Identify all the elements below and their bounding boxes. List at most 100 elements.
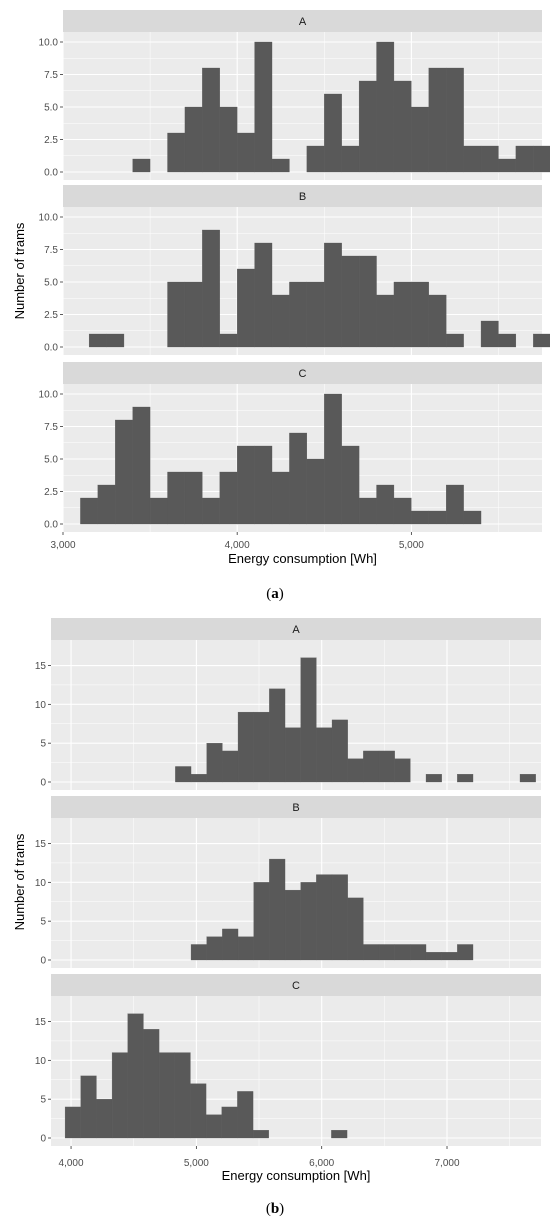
facet-strip-label: B [299, 191, 306, 203]
histogram-bar [347, 758, 364, 783]
histogram-bar [331, 719, 348, 783]
facet-strip-label: A [299, 16, 307, 28]
y-tick-label: 5.0 [44, 103, 58, 114]
histogram-bar [306, 458, 325, 525]
histogram-bar [425, 952, 442, 961]
facet-strip [51, 796, 541, 818]
y-tick-label: 0.0 [44, 168, 58, 179]
histogram-bar [237, 936, 254, 961]
histogram-bar [219, 471, 238, 525]
histogram-bar [271, 294, 290, 348]
histogram-bar [376, 294, 395, 348]
histogram-bar [253, 711, 270, 783]
histogram-bar [237, 1091, 254, 1139]
histogram-bar [190, 774, 207, 783]
histogram-bar [519, 774, 536, 783]
histogram-bar [184, 281, 203, 348]
histogram-bar [316, 874, 333, 961]
histogram-bar [457, 774, 474, 783]
histogram-bar [306, 281, 325, 348]
histogram-bar [222, 928, 239, 961]
histogram-bar [376, 41, 395, 173]
histogram-bar [358, 255, 377, 348]
histogram-bar [132, 406, 151, 525]
facet-b: B 0.0 2.5 5.0 7.5 10.0 [39, 185, 550, 355]
histogram-bar [411, 510, 429, 525]
histogram-bar [237, 445, 255, 525]
y-tick-label: 0 [40, 778, 46, 789]
histogram-bar [111, 1052, 128, 1139]
histogram-bar [446, 333, 464, 348]
histogram-bar [428, 294, 447, 348]
histogram-bar [378, 750, 395, 783]
facet-strip-label: A [292, 624, 300, 636]
histogram-bar [515, 145, 534, 173]
histogram-bar [190, 944, 207, 961]
histogram-bar [254, 41, 273, 173]
histogram-bar [80, 497, 98, 525]
histogram-bar [167, 132, 186, 173]
chart-a: A 0.0 2.5 5.0 7.5 10.0 B 0.0 2.5 5.0 7.5 10.0 C 0.0 2.… [12, 10, 550, 602]
x-tick-label: 5,000 [399, 540, 424, 551]
histogram-bar [376, 484, 395, 525]
histogram-bar [428, 67, 447, 173]
figure-caption: (a) [266, 586, 284, 602]
y-tick-label: 5 [40, 917, 46, 928]
histogram-bar [221, 1106, 238, 1139]
y-tick-label: 5 [40, 739, 46, 750]
histogram-bar [363, 750, 380, 783]
histogram-bar [411, 281, 429, 348]
x-tick-label: 4,000 [59, 1158, 84, 1169]
x-tick-label: 3,000 [50, 540, 75, 551]
histogram-bar [378, 944, 395, 961]
histogram-bar [271, 471, 290, 525]
histogram-bar [269, 858, 286, 961]
histogram-bar [202, 67, 220, 173]
histogram-bar [254, 445, 273, 525]
histogram-bar [149, 497, 168, 525]
histogram-bar [237, 711, 254, 783]
y-tick-label: 5.0 [44, 278, 58, 289]
facet-strip [63, 10, 542, 32]
histogram-bar [300, 657, 317, 783]
histogram-bar [306, 145, 325, 173]
y-tick-label: 10.0 [39, 213, 59, 224]
histogram-bar [64, 1106, 81, 1139]
facet-strip [63, 362, 542, 384]
y-tick-label: 2.5 [44, 135, 58, 146]
y-tick-label: 10 [35, 700, 47, 711]
y-tick-label: 0 [40, 1134, 46, 1145]
histogram-bar [341, 145, 360, 173]
histogram-bar [446, 484, 464, 525]
x-tick-label: 5,000 [184, 1158, 209, 1169]
histogram-bar [411, 106, 429, 173]
histogram-bar [428, 510, 447, 525]
histogram-bar [127, 1013, 144, 1139]
y-tick-label: 10 [35, 878, 47, 889]
histogram-bar [271, 158, 290, 173]
y-tick-label: 5.0 [44, 455, 58, 466]
histogram-bar [269, 688, 286, 783]
histogram-bar [393, 281, 412, 348]
x-tick-label: 7,000 [434, 1158, 459, 1169]
histogram-bar [331, 874, 348, 961]
histogram-bar [341, 445, 360, 525]
histogram-bar [254, 242, 273, 348]
histogram-bar [533, 333, 550, 348]
histogram-bar [205, 1114, 222, 1139]
histogram-bar [410, 944, 427, 961]
histogram-bar [167, 281, 186, 348]
facet-strip-label: C [299, 368, 307, 380]
y-tick-label: 7.5 [44, 422, 58, 433]
histogram-bar [393, 80, 412, 173]
facet-strip [51, 618, 541, 640]
y-tick-label: 10.0 [39, 38, 59, 49]
y-tick-label: 0 [40, 956, 46, 967]
histogram-bar [498, 333, 517, 348]
y-tick-label: 2.5 [44, 487, 58, 498]
histogram-bar [341, 255, 360, 348]
histogram-bar [358, 80, 377, 173]
histogram-bar [347, 897, 364, 961]
histogram-bar [252, 1130, 269, 1139]
